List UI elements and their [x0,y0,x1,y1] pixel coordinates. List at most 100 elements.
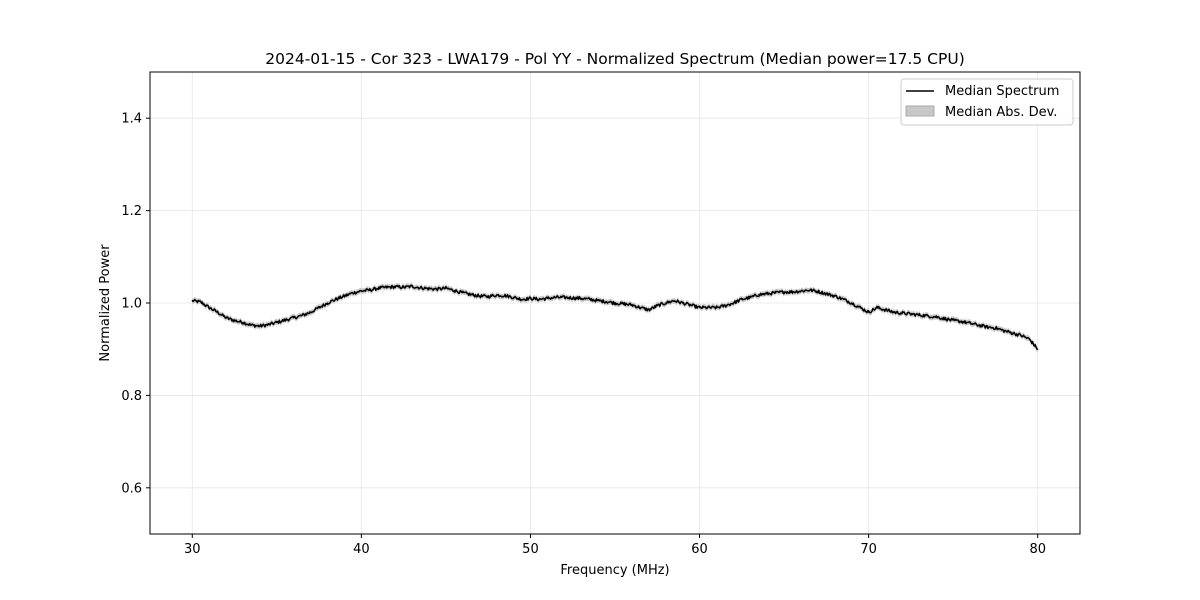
median-spectrum-point [656,305,658,307]
median-spectrum-point [529,297,532,299]
median-spectrum-point [1028,338,1030,340]
median-spectrum-point [377,287,379,289]
median-spectrum-point [868,311,870,313]
chart-title: 2024-01-15 - Cor 323 - LWA179 - Pol YY -… [265,50,965,68]
median-spectrum-point [580,297,582,299]
median-spectrum-point [707,307,709,309]
median-spectrum-point [208,307,210,309]
median-spectrum-point [986,326,988,328]
median-spectrum-point [825,293,827,295]
median-spectrum-point [555,296,557,299]
median-spectrum-point [335,298,337,300]
median-spectrum-point [496,294,498,296]
x-tick-label: 50 [522,542,539,557]
median-spectrum-point [724,305,726,307]
y-tick-label: 0.8 [121,389,142,404]
median-spectrum-point [284,319,286,321]
median-spectrum-point [445,287,447,289]
median-spectrum-point [690,304,692,306]
x-tick-label: 70 [860,542,877,557]
median-spectrum-point [462,292,464,294]
median-spectrum-point [952,319,954,322]
median-spectrum-point [521,298,523,300]
median-spectrum-point [589,298,591,300]
median-spectrum-point [360,290,362,292]
median-spectrum-point [910,313,912,315]
median-spectrum-point [512,296,515,299]
median-spectrum-point [851,302,853,304]
y-axis-label: Normalized Power [98,244,113,362]
median-spectrum-point [217,311,219,313]
median-spectrum-point [614,302,616,304]
median-spectrum-point [276,321,278,323]
median-spectrum-point [436,288,439,290]
median-spectrum-point [572,297,574,299]
median-spectrum-point [715,307,718,309]
median-spectrum-point [969,322,971,324]
median-spectrum-point [817,290,819,293]
median-spectrum-point [233,319,236,322]
median-spectrum-point [1037,348,1039,350]
median-spectrum-point [961,320,963,323]
median-spectrum-point [411,285,413,287]
median-spectrum-point [428,288,430,290]
median-spectrum-point [673,300,675,302]
median-spectrum-point [538,298,540,300]
median-spectrum-point [1003,330,1005,332]
x-tick-label: 60 [691,542,708,557]
median-spectrum-point [791,291,794,293]
median-spectrum-point [758,294,760,296]
median-spectrum-point [343,295,346,297]
median-spectrum-point [741,298,743,300]
legend-label-median-abs-dev: Median Abs. Dev. [945,105,1057,120]
median-spectrum-point [301,314,303,317]
legend-box [900,78,1074,126]
median-spectrum-point [935,316,937,318]
median-spectrum-point [225,317,227,319]
median-spectrum-point [479,295,481,297]
median-spectrum-point [859,307,861,309]
legend-band-swatch [905,105,935,117]
median-spectrum-point [563,296,565,299]
median-spectrum-point [250,324,253,326]
median-spectrum-point [834,295,836,297]
median-spectrum-point [470,294,472,296]
median-spectrum-point [876,307,878,309]
median-spectrum-point [698,307,701,309]
median-spectrum-point [800,290,802,292]
median-spectrum-point [504,295,506,297]
median-spectrum-point [267,324,269,326]
legend-label-median-spectrum: Median Spectrum [945,84,1059,99]
median-spectrum-point [403,286,405,288]
median-spectrum-point [783,291,785,293]
median-spectrum-point [242,321,244,323]
median-spectrum-point [293,317,295,319]
median-spectrum-point [749,296,751,299]
median-spectrum-point [259,325,261,327]
median-spectrum-point [893,311,895,313]
median-spectrum-point [386,286,388,288]
median-spectrum-point [200,301,202,303]
median-spectrum-point [419,287,422,289]
median-spectrum-point [597,300,599,302]
median-spectrum-point [665,302,667,304]
median-spectrum-point [326,302,329,304]
median-spectrum-group [191,284,1039,350]
legend: Median Spectrum Median Abs. Dev. [900,78,1074,126]
y-tick-label: 0.6 [121,481,142,496]
median-spectrum-point [766,293,768,295]
median-spectrum-point [191,300,193,302]
median-spectrum-point [310,311,312,313]
median-spectrum-point [775,292,777,294]
median-spectrum-point [453,289,455,292]
median-spectrum-point [842,298,844,300]
median-spectrum-point [901,312,904,314]
median-spectrum-point [808,289,811,291]
median-spectrum-point [927,315,929,317]
y-axis-ticks: 0.6 0.8 1.0 1.2 1.4 [121,112,150,496]
median-spectrum-point [352,292,354,294]
x-tick-label: 40 [353,542,370,557]
x-axis-label: Frequency (MHz) [560,563,669,578]
x-tick-label: 30 [184,542,201,557]
